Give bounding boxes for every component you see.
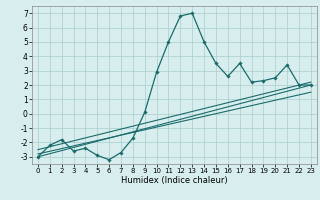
X-axis label: Humidex (Indice chaleur): Humidex (Indice chaleur) — [121, 176, 228, 185]
